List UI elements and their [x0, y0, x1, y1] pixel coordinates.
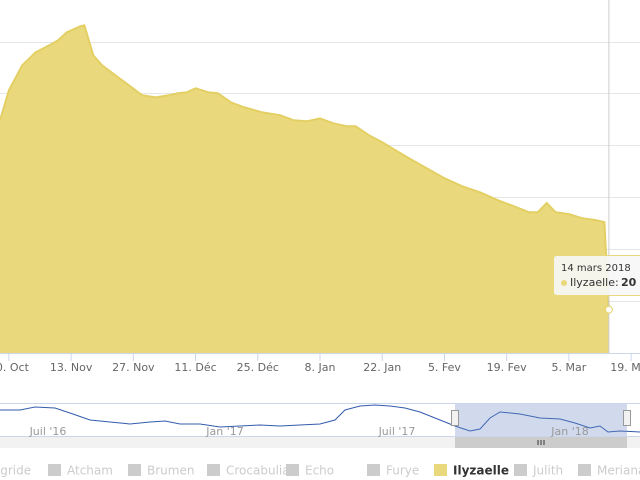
legend-label[interactable]: Ilyzaelle [453, 464, 509, 478]
scrollbar-grip [537, 440, 545, 445]
tooltip-label: Ilyzaelle: [570, 276, 619, 289]
legend-symbol[interactable] [367, 464, 380, 476]
navigator-label: Jan '17 [205, 425, 243, 438]
legend-label[interactable]: Crocabulia [226, 464, 290, 478]
navigator-handle[interactable] [623, 410, 631, 426]
x-tick-label: 11. Déc [174, 361, 216, 374]
x-tick-label: 19. Mar [610, 361, 640, 374]
navigator-selection[interactable] [455, 404, 627, 436]
tooltip-box [553, 255, 640, 296]
legend-symbol[interactable] [48, 464, 61, 476]
x-tick-label: 22. Jan [363, 361, 401, 374]
legend-label[interactable]: Agride [0, 464, 31, 478]
x-tick-label: 27. Nov [112, 361, 155, 374]
navigator-labels: Juil '16 Jan '17 Juil '17 Jan '18 [29, 425, 589, 438]
legend-symbol[interactable] [434, 464, 447, 476]
legend-symbol[interactable] [207, 464, 220, 476]
area-fill [0, 25, 609, 354]
legend-symbol[interactable] [514, 464, 527, 476]
navigator-line [0, 404, 640, 433]
x-tick-label: 5. Fev [428, 361, 461, 374]
legend-symbol[interactable] [128, 464, 141, 476]
x-tick-label: 19. Fev [487, 361, 527, 374]
navigator [0, 403, 640, 448]
tooltip-date: 14 mars 2018 [561, 263, 631, 274]
legend-label[interactable]: Atcham [67, 464, 113, 478]
navigator-label: Juil '17 [378, 425, 416, 438]
tooltip-value: 20 9 [621, 276, 640, 289]
legend-label[interactable]: Echo [305, 464, 334, 478]
x-tick-label: 8. Jan [305, 361, 336, 374]
x-tick-label: 25. Déc [237, 361, 279, 374]
navigator-handle[interactable] [451, 410, 459, 426]
plot [0, 0, 613, 354]
x-tick-label: 5. Mar [552, 361, 587, 374]
x-tick-label: 13. Nov [50, 361, 93, 374]
legend: Agride Atcham Brumen Crocabulia Echo Furye Ily… [0, 464, 640, 478]
legend-label[interactable]: Julith [532, 464, 563, 478]
legend-symbol[interactable] [286, 464, 299, 476]
navigator-frame [0, 403, 640, 437]
x-axis: 30. Oct 13. Nov 27. Nov 11. Déc 25. Déc 8. Ja… [0, 353, 640, 374]
navigator-label: Juil '16 [29, 425, 67, 438]
x-tick-label: 30. Oct [0, 361, 30, 374]
legend-symbol[interactable] [578, 464, 591, 476]
navigator-label: Jan '18 [550, 425, 588, 438]
tooltip: 14 mars 2018 Ilyzaelle: 20 9 [553, 255, 640, 296]
scrollbar-track[interactable] [0, 437, 640, 448]
legend-label[interactable]: Furye [386, 464, 419, 478]
legend-label[interactable]: Brumen [147, 464, 194, 478]
hover-point [604, 305, 613, 314]
area-line [0, 24, 610, 310]
legend-label[interactable]: Meriana [597, 464, 640, 478]
tooltip-symbol [561, 280, 567, 286]
